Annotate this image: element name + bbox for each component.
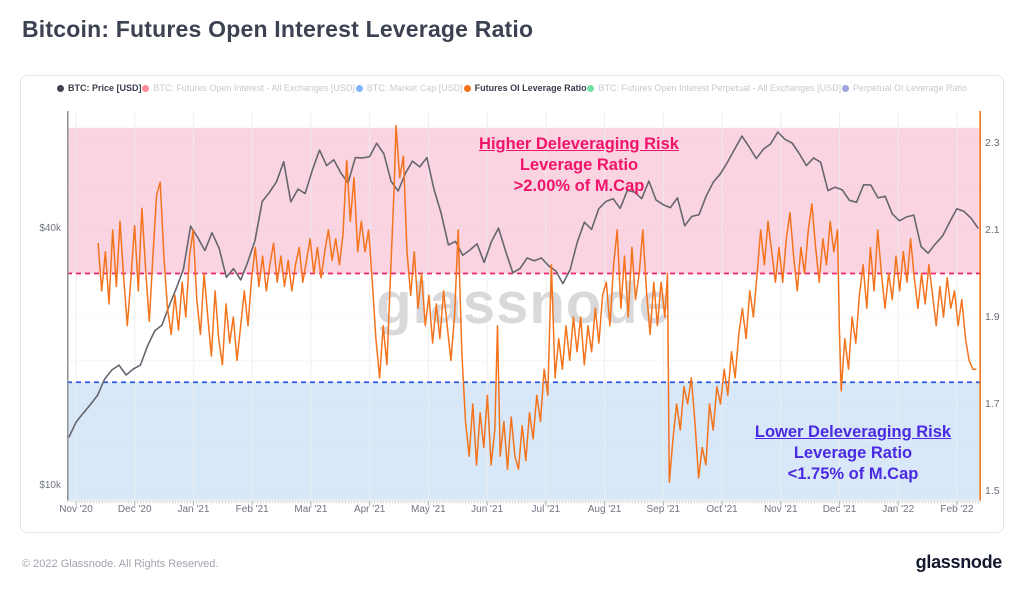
legend-dot-btc-futures-oi-perpetual: [587, 84, 595, 92]
higher-deleveraging-risk-band: [67, 127, 981, 274]
legend-dot-btc-price: [57, 84, 64, 92]
x-axis-tick: Jun '21: [471, 504, 504, 515]
legend-label: BTC: Price [USD]: [68, 83, 142, 93]
glassnode-logo: glassnode: [915, 552, 1003, 572]
x-axis-tick: Jul '21: [531, 504, 561, 515]
chart-legend: BTC: Price [USD] BTC: Futures Open Intere…: [21, 83, 1003, 93]
legend-item-btc-futures-open-interest[interactable]: BTC: Futures Open Interest - All Exchang…: [142, 83, 355, 93]
legend-item-btc-market-cap[interactable]: BTC: Market Cap [USD]: [355, 83, 463, 93]
x-axis-tick: Jan '21: [177, 504, 210, 515]
legend-item-futures-oi-leverage-ratio[interactable]: Futures OI Leverage Ratio: [463, 83, 587, 93]
x-axis-tick: Sep '21: [646, 504, 681, 515]
page-title: Bitcoin: Futures Open Interest Leverage …: [22, 16, 534, 42]
x-axis-tick: Apr '21: [353, 504, 386, 515]
x-axis-tick: Dec '20: [117, 504, 152, 515]
right-axis-tick: 1.7: [985, 398, 1000, 410]
chart-svg[interactable]: glassnode: [67, 111, 982, 511]
legend-dot-futures-oi-leverage-ratio: [463, 84, 471, 92]
copyright-text: © 2022 Glassnode. All Rights Reserved.: [22, 558, 219, 570]
left-axis-tick: $40k: [39, 222, 61, 234]
x-axis-tick: Feb '21: [235, 504, 269, 515]
legend-item-btc-futures-oi-perpetual[interactable]: BTC: Futures Open Interest Perpetual - A…: [587, 83, 841, 93]
legend-dot-btc-market-cap: [355, 84, 363, 92]
legend-label: Futures OI Leverage Ratio: [474, 83, 587, 93]
left-axis-tick: $10k: [39, 480, 61, 491]
right-axis-tick: 2.3: [985, 137, 1000, 149]
x-axis-tick: Mar '21: [294, 504, 328, 515]
legend-dot-btc-futures-open-interest: [142, 84, 150, 92]
right-axis-tick: 1.9: [985, 311, 1000, 323]
chart-card: BTC: Price [USD] BTC: Futures Open Intere…: [20, 75, 1004, 533]
x-axis-tick: Dec '21: [822, 504, 857, 515]
x-axis-tick: Nov '20: [59, 504, 93, 515]
leverage-ratio-line[interactable]: [97, 124, 977, 484]
right-axis-tick: 2.1: [985, 224, 1000, 236]
legend-item-perpetual-oi-leverage-ratio[interactable]: Perpetual OI Leverage Ratio: [841, 83, 967, 93]
btc-price-line[interactable]: [68, 131, 979, 438]
legend-label: BTC: Market Cap [USD]: [366, 83, 463, 93]
right-axis-tick: 1.5: [985, 485, 1000, 497]
legend-item-btc-price[interactable]: BTC: Price [USD]: [57, 83, 142, 93]
x-axis-tick: May '21: [411, 504, 446, 515]
legend-label: BTC: Futures Open Interest - All Exchang…: [153, 83, 355, 93]
chart-plot-area[interactable]: glassnode: [67, 111, 982, 511]
legend-label: BTC: Futures Open Interest Perpetual - A…: [598, 83, 842, 93]
x-axis-tick: Aug '21: [587, 504, 622, 515]
legend-label: Perpetual OI Leverage Ratio: [852, 83, 967, 93]
x-axis-tick: Jan '22: [882, 504, 915, 515]
x-axis-tick: Feb '22: [940, 504, 974, 515]
x-axis-tick: Nov '21: [763, 504, 798, 515]
legend-dot-perpetual-oi-leverage-ratio: [841, 84, 849, 92]
x-axis-tick: Oct '21: [706, 504, 738, 515]
